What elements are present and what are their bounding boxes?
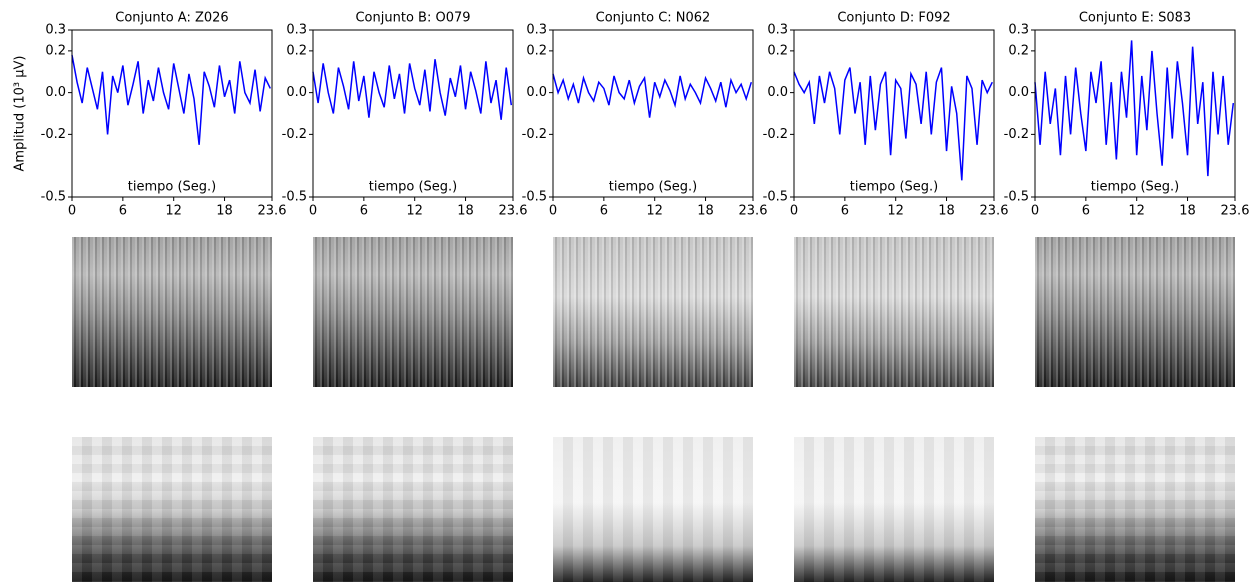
y-tick-label: -0.5 xyxy=(41,190,66,205)
spectrogram-coarse xyxy=(1035,437,1235,582)
y-tick-label: 0.2 xyxy=(1008,43,1029,58)
x-tick-label: 0 xyxy=(790,204,798,219)
plot-frame xyxy=(71,29,273,198)
spectrogram-coarse xyxy=(794,437,994,582)
x-tick-label: 12 xyxy=(646,204,663,219)
signal-line xyxy=(312,59,513,120)
signal-line xyxy=(793,67,993,181)
spectrogram-coarse xyxy=(553,437,753,582)
y-tick-label: 0.0 xyxy=(45,85,66,100)
x-axis-label: tiempo (Seg.) xyxy=(850,180,939,195)
y-axis-label: Amplitud (10³ μV) xyxy=(13,56,28,172)
x-tick-label: 6 xyxy=(841,204,849,219)
x-tick-label: 12 xyxy=(406,204,423,219)
y-tick-label: -0.2 xyxy=(522,127,547,142)
y-tick-label: 0.3 xyxy=(286,23,307,38)
signal-line xyxy=(1034,40,1235,177)
x-axis-label: tiempo (Seg.) xyxy=(128,180,217,195)
spectrogram xyxy=(72,237,272,387)
x-tick-label: 23.6 xyxy=(980,204,1009,219)
chart-title: Conjunto B: O079 xyxy=(355,11,470,26)
chart-title: Conjunto D: F092 xyxy=(837,11,950,26)
x-tick-label: 0 xyxy=(1031,204,1039,219)
x-axis-label: tiempo (Seg.) xyxy=(369,180,458,195)
x-tick-label: 0 xyxy=(68,204,76,219)
x-tick-label: 18 xyxy=(457,204,474,219)
y-tick-label: 0.3 xyxy=(767,23,788,38)
signal-line xyxy=(552,73,753,118)
y-tick-label: 0.3 xyxy=(45,23,66,38)
y-tick-label: -0.5 xyxy=(522,190,547,205)
y-tick-label: -0.2 xyxy=(282,127,307,142)
y-tick-label: -0.5 xyxy=(282,190,307,205)
chart-title: Conjunto C: N062 xyxy=(596,11,711,26)
y-tick-label: -0.5 xyxy=(763,190,788,205)
y-tick-label: 0.0 xyxy=(1008,85,1029,100)
x-tick-label: 18 xyxy=(1179,204,1196,219)
y-tick-label: -0.5 xyxy=(1004,190,1029,205)
y-tick-label: -0.2 xyxy=(41,127,66,142)
y-tick-label: -0.2 xyxy=(1004,127,1029,142)
x-tick-label: 18 xyxy=(938,204,955,219)
y-tick-label: 0.0 xyxy=(286,85,307,100)
y-tick-label: 0.2 xyxy=(286,43,307,58)
plot-frame xyxy=(312,29,514,198)
x-tick-label: 6 xyxy=(600,204,608,219)
x-tick-label: 23.6 xyxy=(739,204,768,219)
x-tick-label: 12 xyxy=(887,204,904,219)
spectrogram xyxy=(794,237,994,387)
y-tick-label: 0.0 xyxy=(767,85,788,100)
y-tick-label: 0.0 xyxy=(526,85,547,100)
spectrogram xyxy=(553,237,753,387)
x-axis-label: tiempo (Seg.) xyxy=(609,180,698,195)
x-tick-label: 6 xyxy=(1082,204,1090,219)
y-tick-label: 0.3 xyxy=(1008,23,1029,38)
x-tick-label: 23.6 xyxy=(1221,204,1250,219)
y-tick-label: -0.2 xyxy=(763,127,788,142)
x-tick-label: 12 xyxy=(165,204,182,219)
spectrogram-coarse xyxy=(313,437,513,582)
x-tick-label: 18 xyxy=(216,204,233,219)
plot-frame xyxy=(793,29,995,198)
y-tick-label: 0.2 xyxy=(526,43,547,58)
plot-frame xyxy=(552,29,754,198)
x-tick-label: 12 xyxy=(1128,204,1145,219)
y-tick-label: 0.2 xyxy=(45,43,66,58)
plot-frame xyxy=(1034,29,1236,198)
x-tick-label: 18 xyxy=(697,204,714,219)
chart-title: Conjunto A: Z026 xyxy=(115,11,228,26)
x-tick-label: 6 xyxy=(360,204,368,219)
chart-title: Conjunto E: S083 xyxy=(1079,11,1191,26)
spectrogram xyxy=(1035,237,1235,387)
spectrogram-coarse xyxy=(72,437,272,582)
x-tick-label: 23.6 xyxy=(499,204,528,219)
x-tick-label: 0 xyxy=(309,204,317,219)
x-tick-label: 6 xyxy=(119,204,127,219)
signal-line xyxy=(71,54,271,145)
x-axis-label: tiempo (Seg.) xyxy=(1091,180,1180,195)
y-tick-label: 0.2 xyxy=(767,43,788,58)
y-tick-label: 0.3 xyxy=(526,23,547,38)
x-tick-label: 0 xyxy=(549,204,557,219)
x-tick-label: 23.6 xyxy=(258,204,287,219)
spectrogram xyxy=(313,237,513,387)
